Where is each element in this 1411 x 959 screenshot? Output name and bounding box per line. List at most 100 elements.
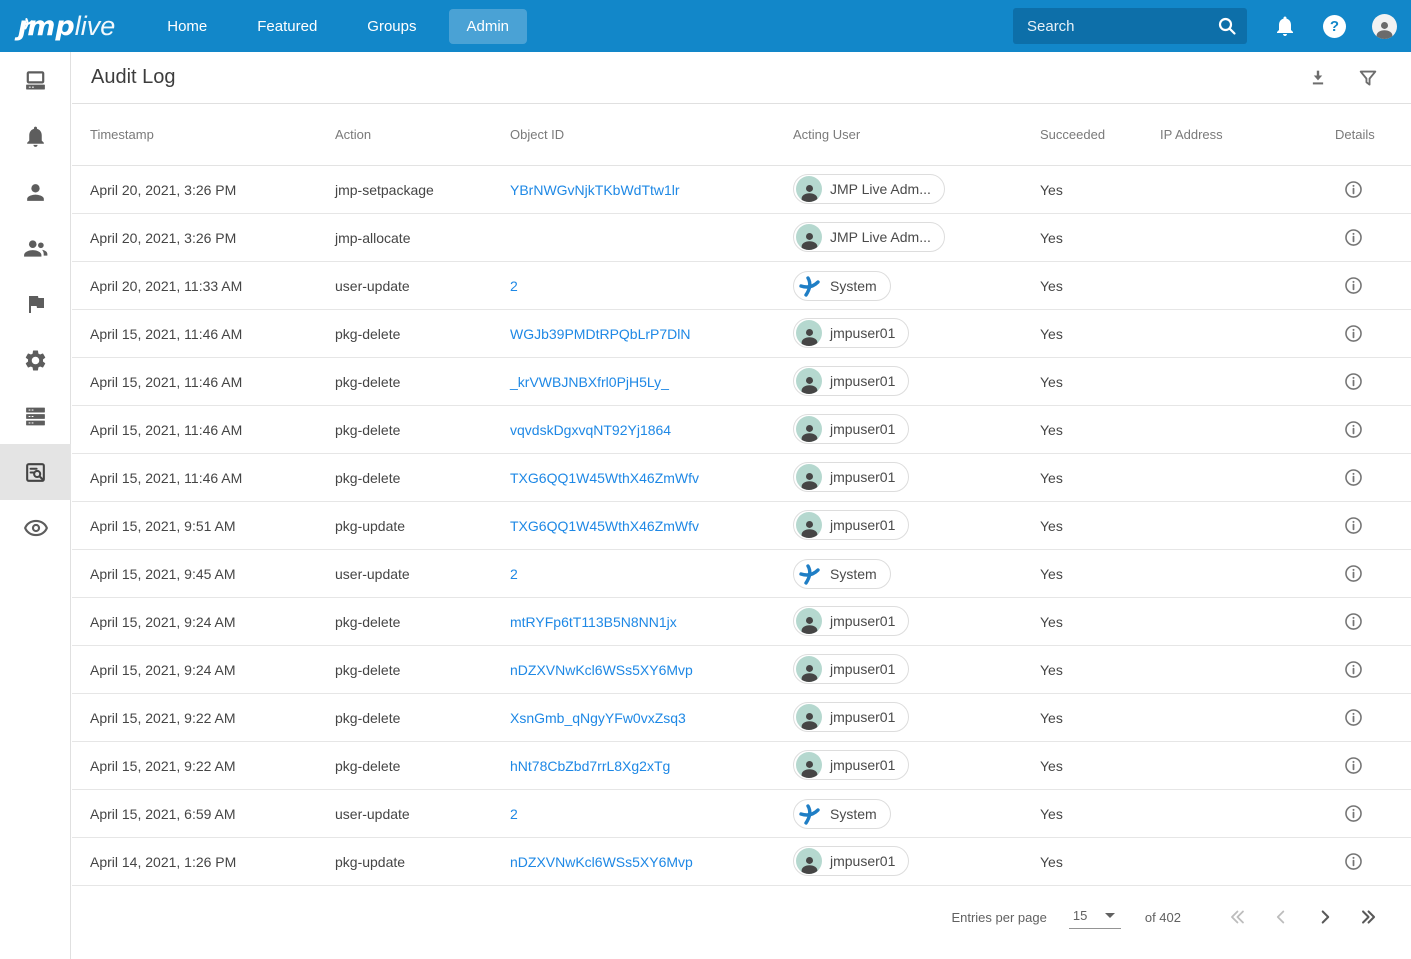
acting-user-chip[interactable]: jmpuser01 bbox=[793, 366, 910, 396]
object-id-link[interactable]: TXG6QQ1W45WthX46ZmWfv bbox=[510, 517, 700, 534]
object-id-link[interactable]: YBrNWGvNjkTKbWdTtw1lr bbox=[510, 181, 680, 198]
object-id-link[interactable]: 2 bbox=[510, 277, 518, 294]
storage-icon bbox=[23, 404, 48, 429]
acting-user-chip[interactable]: jmpuser01 bbox=[793, 654, 910, 684]
succeeded-cell: Yes bbox=[1040, 853, 1063, 870]
acting-user-cell: System bbox=[793, 798, 1040, 829]
nav-tab-admin[interactable]: Admin bbox=[448, 8, 528, 44]
action-cell: pkg-delete bbox=[335, 325, 401, 342]
people-icon bbox=[23, 235, 49, 261]
info-icon[interactable] bbox=[1343, 227, 1364, 248]
sidebar-item-visibility[interactable] bbox=[0, 500, 71, 556]
info-icon[interactable] bbox=[1343, 467, 1364, 488]
timestamp-cell: April 15, 2021, 9:24 AM bbox=[90, 661, 236, 678]
sidebar-item-devices[interactable] bbox=[0, 52, 71, 108]
object-id-link[interactable]: nDZXVNwKcl6WSs5XY6Mvp bbox=[510, 661, 693, 678]
object-id-cell: vqvdskDgxvqNT92Yj1864 bbox=[510, 422, 793, 438]
next-page-button[interactable] bbox=[1313, 905, 1337, 929]
info-icon[interactable] bbox=[1343, 323, 1364, 344]
sidebar-item-storage[interactable] bbox=[0, 388, 71, 444]
action-cell: user-update bbox=[335, 805, 410, 822]
jmp-live-logo[interactable]: ȷmplive bbox=[18, 11, 115, 42]
acting-user-chip[interactable]: JMP Live Adm... bbox=[793, 174, 945, 204]
acting-user-chip[interactable]: jmpuser01 bbox=[793, 846, 910, 876]
sidebar-item-groups[interactable] bbox=[0, 220, 71, 276]
info-icon[interactable] bbox=[1343, 419, 1364, 440]
acting-user-name: jmpuser01 bbox=[830, 325, 896, 341]
details-cell bbox=[1335, 659, 1371, 680]
object-id-link[interactable]: TXG6QQ1W45WthX46ZmWfv bbox=[510, 469, 700, 486]
object-id-cell: XsnGmb_qNgyYFw0vxZsq3 bbox=[510, 710, 793, 726]
timestamp-cell: April 15, 2021, 11:46 AM bbox=[90, 373, 243, 390]
acting-user-chip[interactable]: System bbox=[793, 558, 891, 589]
acting-user-chip[interactable]: jmpuser01 bbox=[793, 414, 910, 444]
acting-user-name: System bbox=[830, 277, 877, 294]
download-icon[interactable] bbox=[1307, 67, 1329, 89]
info-icon[interactable] bbox=[1343, 659, 1364, 680]
first-page-button[interactable] bbox=[1225, 905, 1249, 929]
acting-user-chip[interactable]: jmpuser01 bbox=[793, 750, 910, 780]
object-id-link[interactable]: WGJb39PMDtRPQbLrP7DlN bbox=[510, 325, 691, 342]
entries-per-page-select[interactable]: 15 bbox=[1068, 905, 1121, 929]
acting-user-chip[interactable]: jmpuser01 bbox=[793, 702, 910, 732]
acting-user-chip[interactable]: jmpuser01 bbox=[793, 318, 910, 348]
info-icon[interactable] bbox=[1343, 515, 1364, 536]
acting-user-chip[interactable]: System bbox=[793, 270, 891, 301]
sidebar-item-users[interactable] bbox=[0, 164, 71, 220]
details-cell bbox=[1335, 563, 1371, 584]
info-icon[interactable] bbox=[1343, 275, 1364, 296]
succeeded-cell: Yes bbox=[1040, 325, 1063, 342]
acting-user-name: jmpuser01 bbox=[830, 661, 896, 677]
info-icon[interactable] bbox=[1343, 851, 1364, 872]
sidebar-item-flags[interactable] bbox=[0, 276, 71, 332]
acting-user-cell: jmpuser01 bbox=[793, 846, 1040, 877]
nav-tab-home[interactable]: Home bbox=[167, 17, 208, 35]
info-icon[interactable] bbox=[1343, 611, 1364, 632]
action-cell: pkg-delete bbox=[335, 757, 401, 774]
search-icon[interactable] bbox=[1215, 14, 1239, 43]
system-icon bbox=[798, 274, 822, 298]
object-id-link[interactable]: vqvdskDgxvqNT92Yj1864 bbox=[510, 421, 672, 438]
help-icon[interactable]: ? bbox=[1323, 14, 1346, 38]
object-id-link[interactable]: hNt78CbZbd7rrL8Xg2xTg bbox=[510, 757, 671, 774]
info-icon[interactable] bbox=[1343, 755, 1364, 776]
object-id-link[interactable]: XsnGmb_qNgyYFw0vxZsq3 bbox=[510, 709, 686, 726]
sidebar-item-notifications[interactable] bbox=[0, 108, 71, 164]
object-id-link[interactable]: 2 bbox=[510, 565, 518, 582]
info-icon[interactable] bbox=[1343, 179, 1364, 200]
object-id-link[interactable]: 2 bbox=[510, 805, 518, 822]
sidebar-item-settings[interactable] bbox=[0, 332, 71, 388]
previous-page-button[interactable] bbox=[1269, 905, 1293, 929]
succeeded-cell: Yes bbox=[1040, 373, 1063, 390]
sidebar-item-audit-log[interactable] bbox=[0, 444, 71, 500]
succeeded-cell: Yes bbox=[1040, 517, 1063, 534]
table-row: April 20, 2021, 3:26 PM jmp-setpackage Y… bbox=[72, 166, 1411, 214]
object-id-link[interactable]: mtRYFp6tT113B5N8NN1jx bbox=[510, 613, 677, 630]
info-icon[interactable] bbox=[1343, 371, 1364, 392]
info-icon[interactable] bbox=[1343, 563, 1364, 584]
notifications-bell-icon[interactable] bbox=[1273, 14, 1297, 38]
info-icon[interactable] bbox=[1343, 707, 1364, 728]
object-id-cell: TXG6QQ1W45WthX46ZmWfv bbox=[510, 518, 793, 534]
acting-user-chip[interactable]: JMP Live Adm... bbox=[793, 222, 945, 252]
acting-user-chip[interactable]: jmpuser01 bbox=[793, 462, 910, 492]
acting-user-name: jmpuser01 bbox=[830, 613, 896, 629]
user-avatar[interactable] bbox=[1372, 13, 1397, 39]
info-icon[interactable] bbox=[1343, 803, 1364, 824]
nav-tab-groups[interactable]: Groups bbox=[367, 17, 417, 35]
acting-user-chip[interactable]: jmpuser01 bbox=[793, 510, 910, 540]
search-input[interactable] bbox=[1013, 8, 1247, 44]
filter-icon[interactable] bbox=[1357, 67, 1379, 89]
user-avatar-icon bbox=[796, 704, 822, 730]
acting-user-chip[interactable]: System bbox=[793, 798, 891, 829]
acting-user-name: JMP Live Adm... bbox=[830, 229, 931, 245]
succeeded-cell: Yes bbox=[1040, 805, 1063, 822]
object-id-link[interactable]: nDZXVNwKcl6WSs5XY6Mvp bbox=[510, 853, 693, 870]
acting-user-chip[interactable]: jmpuser01 bbox=[793, 606, 910, 636]
action-cell: pkg-delete bbox=[335, 421, 401, 438]
last-page-button[interactable] bbox=[1357, 905, 1381, 929]
object-id-cell: nDZXVNwKcl6WSs5XY6Mvp bbox=[510, 662, 793, 678]
object-id-link[interactable]: _krVWBJNBXfrl0PjH5Ly_ bbox=[510, 373, 669, 390]
nav-tab-featured[interactable]: Featured bbox=[257, 17, 318, 35]
user-avatar-icon bbox=[796, 848, 822, 874]
